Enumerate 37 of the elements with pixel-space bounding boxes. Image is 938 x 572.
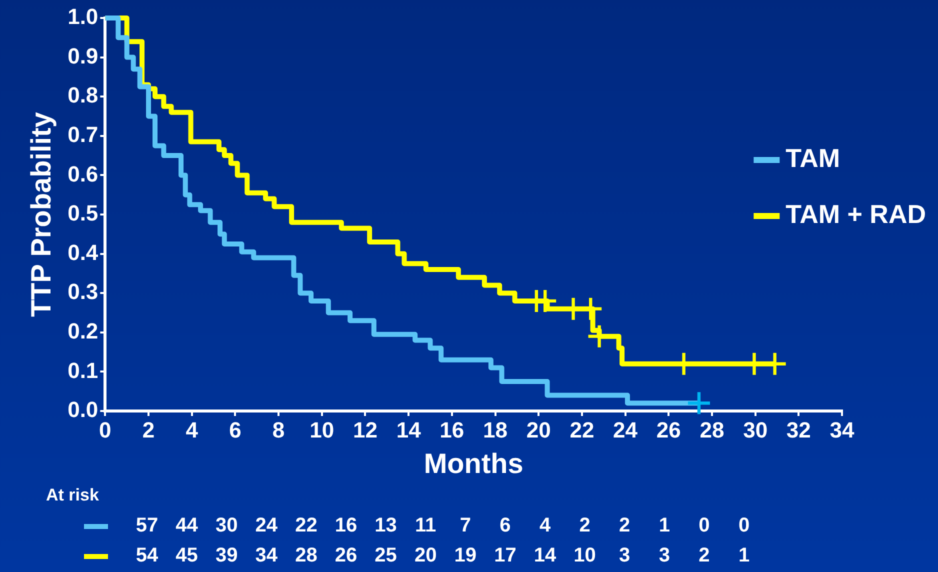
x-tick-label: 10 <box>310 417 334 442</box>
x-tick-label: 28 <box>700 417 724 442</box>
x-tick-label: 16 <box>440 417 464 442</box>
x-tick-label: 24 <box>613 417 638 442</box>
x-tick-label: 26 <box>656 417 681 442</box>
x-tick-label: 12 <box>352 417 378 442</box>
text: 57 44 30 24 22 16 13 11 7 6 4 2 2 1 0 0 <box>136 514 750 537</box>
y-tick-label: 0.8 <box>68 82 98 108</box>
legend-label: TAM <box>786 143 840 174</box>
x-tick-label: 0 <box>99 417 112 442</box>
x-tick-label: 32 <box>786 417 811 442</box>
x-tick-label: 4 <box>186 417 199 442</box>
y-axis-title: TTP Probability <box>26 112 57 317</box>
y-tick-label: 0.4 <box>68 240 99 265</box>
text: 54 45 39 34 28 26 25 20 19 17 14 10 3 3 2 1 <box>136 544 750 567</box>
x-axis-title: Months <box>424 448 524 479</box>
y-tick-label: 0.7 <box>68 122 98 147</box>
y-tick-label: 0.3 <box>68 279 98 304</box>
y-tick-label: 0.9 <box>68 43 98 68</box>
y-tick-label: 0.2 <box>68 318 98 344</box>
x-tick-label: 34 <box>830 417 855 442</box>
y-tick-label: 0.0 <box>68 397 98 422</box>
x-tick-label: 14 <box>396 417 422 442</box>
x-tick-label: 6 <box>229 417 242 442</box>
legend-label: TAM + RAD <box>786 199 926 230</box>
x-tick-label: 2 <box>142 417 155 442</box>
x-tick-label: 8 <box>272 417 285 442</box>
x-tick-label: 22 <box>570 417 594 442</box>
point <box>688 392 710 414</box>
y-tick-label: 0.1 <box>68 358 98 383</box>
y-tick-label: 0.5 <box>68 200 98 226</box>
text: At risk <box>46 486 100 505</box>
x-tick-label: 20 <box>526 417 551 442</box>
y-tick-label: 0.6 <box>68 161 98 186</box>
y-tick-label: 1.0 <box>68 4 98 30</box>
x-tick-label: 18 <box>483 417 508 442</box>
x-tick-label: 30 <box>743 417 768 442</box>
